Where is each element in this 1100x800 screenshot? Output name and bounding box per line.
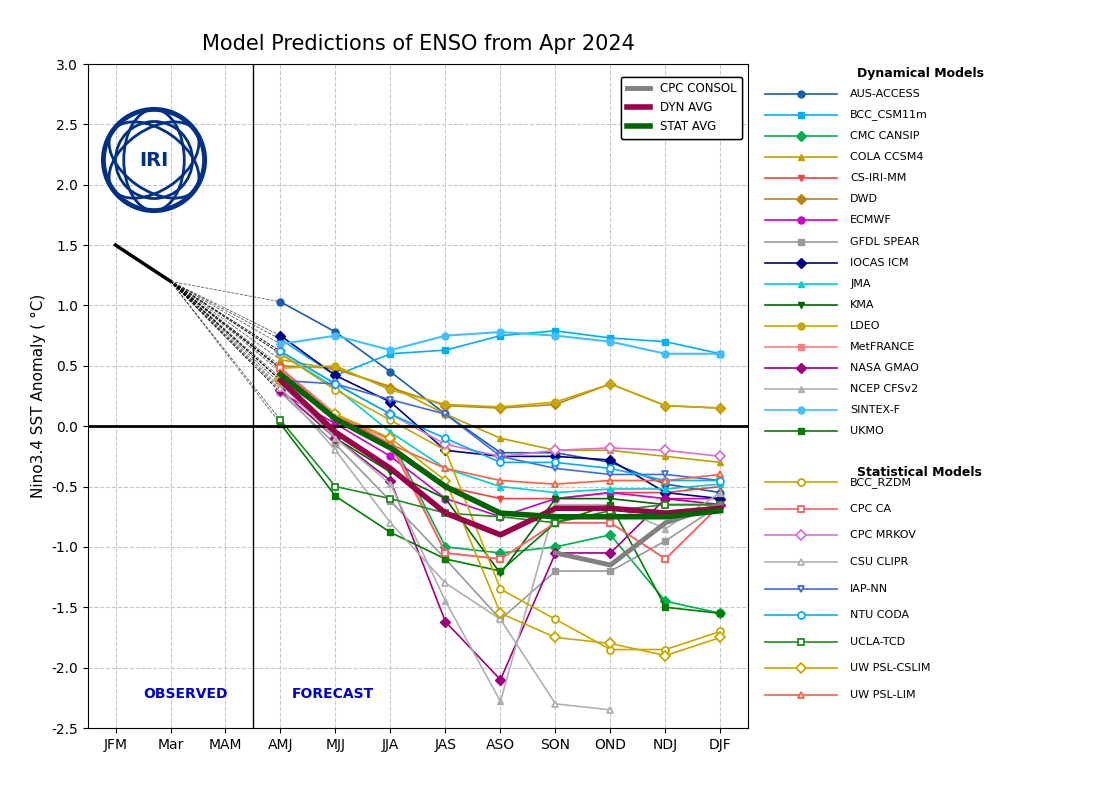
Legend: CPC CONSOL, DYN AVG, STAT AVG: CPC CONSOL, DYN AVG, STAT AVG: [620, 77, 743, 139]
Text: IOCAS ICM: IOCAS ICM: [850, 258, 909, 268]
Text: GFDL SPEAR: GFDL SPEAR: [850, 237, 920, 246]
Text: BCC_CSM11m: BCC_CSM11m: [850, 110, 928, 121]
Text: COLA CCSM4: COLA CCSM4: [850, 152, 924, 162]
Text: CSU CLIPR: CSU CLIPR: [850, 557, 909, 567]
Text: ECMWF: ECMWF: [850, 215, 892, 226]
Text: AUS-ACCESS: AUS-ACCESS: [850, 89, 921, 99]
Text: OBSERVED: OBSERVED: [143, 687, 228, 701]
Text: Dynamical Models: Dynamical Models: [857, 67, 983, 80]
Text: JMA: JMA: [850, 278, 871, 289]
Text: UW PSL-LIM: UW PSL-LIM: [850, 690, 916, 700]
Text: NTU CODA: NTU CODA: [850, 610, 910, 620]
Text: IRI: IRI: [140, 150, 168, 170]
Text: BCC_RZDM: BCC_RZDM: [850, 477, 912, 488]
Text: IAP-NN: IAP-NN: [850, 583, 889, 594]
Text: FORECAST: FORECAST: [292, 687, 374, 701]
Text: CPC CA: CPC CA: [850, 504, 891, 514]
Text: KMA: KMA: [850, 300, 875, 310]
Text: LDEO: LDEO: [850, 321, 881, 331]
Text: CPC MRKOV: CPC MRKOV: [850, 530, 916, 541]
Text: UCLA-TCD: UCLA-TCD: [850, 637, 905, 646]
Text: SINTEX-F: SINTEX-F: [850, 406, 900, 415]
Text: UKMO: UKMO: [850, 426, 884, 436]
Text: CMC CANSIP: CMC CANSIP: [850, 131, 920, 141]
Text: NCEP CFSv2: NCEP CFSv2: [850, 384, 918, 394]
Title: Model Predictions of ENSO from Apr 2024: Model Predictions of ENSO from Apr 2024: [201, 34, 635, 54]
Text: DWD: DWD: [850, 194, 878, 204]
Text: Statistical Models: Statistical Models: [857, 466, 982, 478]
Text: UW PSL-CSLIM: UW PSL-CSLIM: [850, 663, 931, 674]
Text: MetFRANCE: MetFRANCE: [850, 342, 915, 352]
Text: CS-IRI-MM: CS-IRI-MM: [850, 174, 906, 183]
Text: NASA GMAO: NASA GMAO: [850, 363, 920, 373]
Y-axis label: Nino3.4 SST Anomaly ( °C): Nino3.4 SST Anomaly ( °C): [31, 294, 46, 498]
